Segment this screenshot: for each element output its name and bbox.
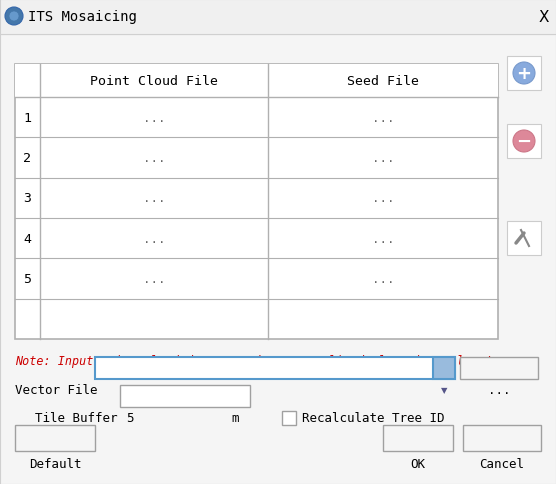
FancyBboxPatch shape — [0, 0, 556, 35]
FancyBboxPatch shape — [463, 425, 541, 451]
FancyBboxPatch shape — [120, 385, 250, 407]
Text: ...: ... — [372, 232, 394, 245]
Text: Vector File: Vector File — [15, 384, 97, 397]
Text: +: + — [517, 65, 532, 83]
Text: ...: ... — [143, 272, 165, 286]
Text: ...: ... — [372, 272, 394, 286]
FancyBboxPatch shape — [507, 125, 541, 159]
Circle shape — [5, 8, 23, 26]
Text: ...: ... — [372, 111, 394, 124]
FancyBboxPatch shape — [282, 411, 296, 425]
FancyBboxPatch shape — [15, 65, 498, 98]
FancyBboxPatch shape — [507, 57, 541, 91]
Text: 3: 3 — [23, 192, 32, 205]
Text: Tile Buffer: Tile Buffer — [35, 412, 117, 424]
Text: ...: ... — [143, 151, 165, 165]
Text: X: X — [539, 10, 549, 25]
Text: ITS Mosaicing: ITS Mosaicing — [28, 10, 137, 24]
FancyBboxPatch shape — [15, 425, 95, 451]
Text: Point Cloud File: Point Cloud File — [90, 75, 218, 88]
FancyBboxPatch shape — [460, 357, 538, 379]
Circle shape — [9, 12, 19, 22]
Text: ...: ... — [143, 192, 165, 205]
Text: m: m — [231, 412, 239, 424]
FancyBboxPatch shape — [507, 222, 541, 256]
Text: 2: 2 — [23, 151, 32, 165]
FancyBboxPatch shape — [383, 425, 453, 451]
FancyBboxPatch shape — [15, 65, 498, 339]
Text: ...: ... — [488, 384, 510, 397]
FancyBboxPatch shape — [0, 35, 556, 484]
FancyBboxPatch shape — [95, 357, 455, 379]
Circle shape — [513, 63, 535, 85]
Text: Recalculate Tree ID: Recalculate Tree ID — [302, 412, 444, 424]
Text: ...: ... — [143, 111, 165, 124]
Circle shape — [513, 131, 535, 152]
Text: ▼: ▼ — [441, 386, 447, 394]
Text: ...: ... — [143, 232, 165, 245]
Text: ...: ... — [372, 192, 394, 205]
Text: OK: OK — [410, 457, 425, 470]
Text: 5: 5 — [23, 272, 32, 286]
Text: Note: Input point cloud data must have normalized elevation values!: Note: Input point cloud data must have n… — [15, 355, 493, 368]
Text: −: − — [517, 133, 532, 151]
Text: Default: Default — [29, 457, 81, 470]
Text: Seed File: Seed File — [347, 75, 419, 88]
Text: 5: 5 — [126, 412, 133, 424]
Text: Cancel: Cancel — [479, 457, 524, 470]
FancyBboxPatch shape — [433, 357, 455, 379]
Text: 1: 1 — [23, 111, 32, 124]
Text: 4: 4 — [23, 232, 32, 245]
Text: ...: ... — [372, 151, 394, 165]
